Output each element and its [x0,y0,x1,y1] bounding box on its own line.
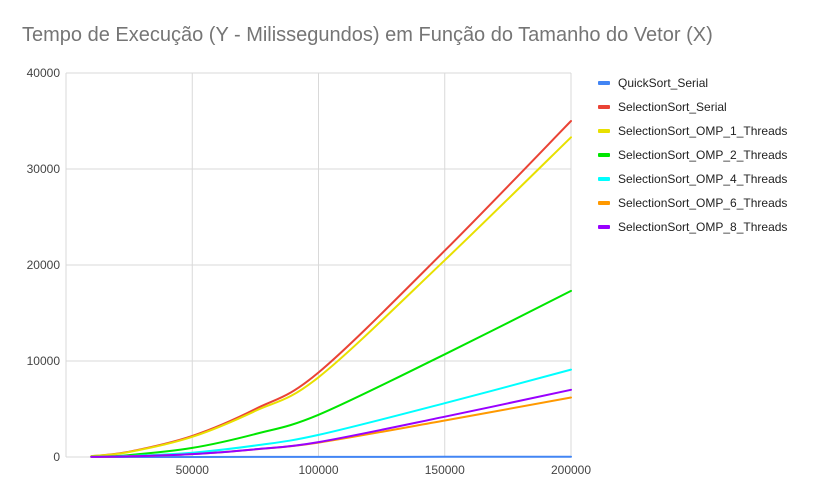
axis-layer: 0 10000 20000 30000 40000 50000 100000 150000 20… [27,66,592,477]
legend-label: QuickSort_Serial [618,76,708,90]
legend-swatch [598,129,610,133]
legend-label: SelectionSort_Serial [618,100,727,114]
series-line-5 [90,396,572,458]
x-tick-label: 200000 [551,463,591,477]
legend-swatch [598,105,610,109]
x-tick-label: 150000 [425,463,465,477]
legend-label: SelectionSort_OMP_1_Threads [618,124,787,138]
legend-label: SelectionSort_OMP_6_Threads [618,196,787,210]
legend-label: SelectionSort_OMP_4_Threads [618,172,787,186]
x-tick-label: 50000 [176,463,210,477]
chart-title: Tempo de Execução (Y - Milissegundos) em… [22,24,713,46]
legend-swatch [598,81,610,85]
legend-swatch [598,201,610,205]
legend-label: SelectionSort_OMP_8_Threads [618,220,787,234]
y-tick-label: 30000 [27,162,61,176]
x-tick-label: 100000 [298,463,338,477]
series-line-6 [90,388,572,458]
legend-swatch [598,225,610,229]
legend-swatch [598,153,610,157]
legend-label: SelectionSort_OMP_2_Threads [618,148,787,162]
y-tick-label: 20000 [27,258,61,272]
y-tick-label: 40000 [27,66,61,80]
y-tick-label: 10000 [27,354,61,368]
legend-swatch [598,177,610,181]
grid-layer [65,72,572,458]
legend: QuickSort_Serial SelectionSort_Serial Sele… [598,76,787,234]
y-tick-label: 0 [53,450,60,464]
series-line-3 [90,289,572,458]
series-line-2 [90,136,572,458]
series-layer [90,120,572,459]
